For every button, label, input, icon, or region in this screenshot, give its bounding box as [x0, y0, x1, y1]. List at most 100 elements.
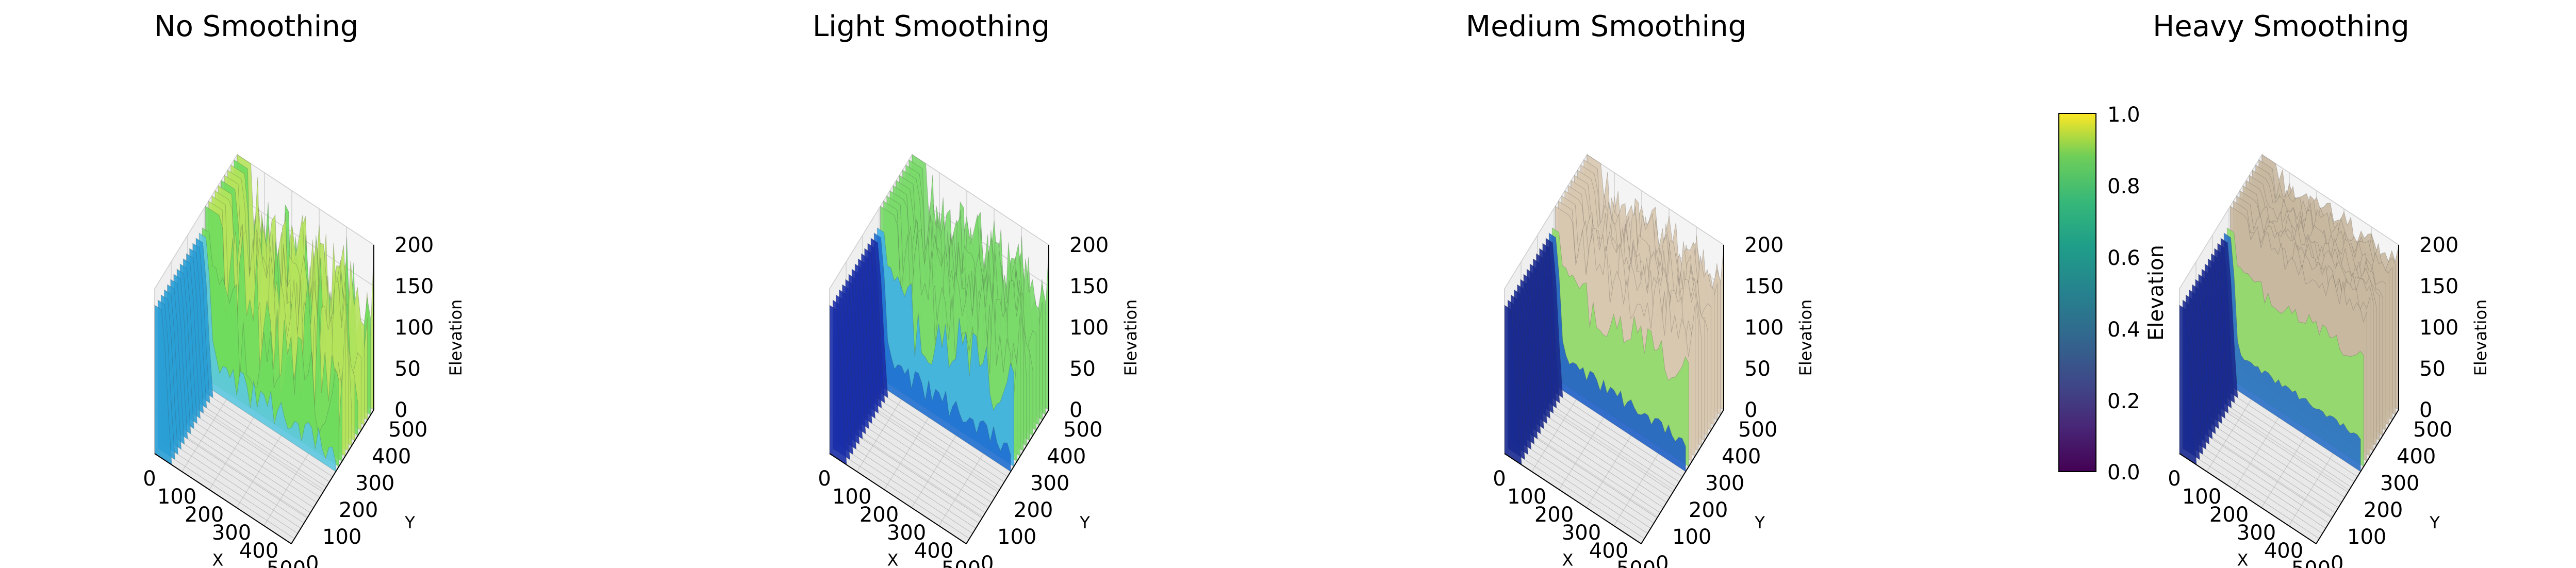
- surface-strip: [1517, 284, 1654, 524]
- surface-strip: [1542, 243, 1680, 482]
- surface-strip: [1514, 289, 1651, 529]
- surface-strip: [2211, 253, 2348, 493]
- y-tick-label: 0: [306, 552, 319, 568]
- surface-strip: [867, 243, 1005, 482]
- surface-strip: [2226, 227, 2364, 467]
- surface-strip: [851, 269, 989, 508]
- y-tick-label: 400: [1722, 445, 1761, 469]
- surface-strip: [2223, 232, 2361, 472]
- x-axis-label: X: [212, 550, 224, 568]
- y-tick-label: 200: [339, 498, 378, 522]
- surface-strip: [839, 289, 976, 529]
- surface-strip: [2182, 299, 2320, 539]
- y-tick-label: 300: [1705, 472, 1744, 495]
- surface-strip: [176, 269, 314, 508]
- surface-strip: [2189, 289, 2326, 529]
- x-tick-label: 200: [185, 503, 224, 527]
- colorbar-tick: 0.4: [2107, 318, 2140, 342]
- x-tick-label: 200: [860, 503, 899, 527]
- colorbar-tick: 1.0: [2107, 103, 2140, 127]
- z-tick-label: 150: [394, 275, 434, 298]
- surface-strip: [1523, 274, 1661, 513]
- x-axis-line: [1504, 453, 1642, 544]
- surface-strip: [170, 279, 308, 519]
- surface-strip: [192, 243, 330, 482]
- surface-strip: [2214, 248, 2351, 488]
- z-tick-label: 150: [1744, 275, 1784, 298]
- surface-strip: [160, 294, 298, 534]
- y-tick-label: 400: [2397, 445, 2436, 469]
- x-axis-label: X: [2237, 550, 2249, 568]
- surface-strip: [845, 279, 983, 519]
- z-tick-label: 0: [394, 398, 407, 422]
- surface-strip: [864, 248, 1001, 488]
- y-tick-label: 100: [322, 525, 361, 549]
- x-tick-label: 100: [2182, 485, 2221, 509]
- axes-3d: 0100200300400500010020030040050005010015…: [2168, 153, 2490, 568]
- y-tick-label: 100: [2347, 525, 2386, 549]
- x-tick-label: 400: [2264, 539, 2303, 563]
- colorbar: 1.0 0.8 0.6 0.4 0.2 0.0 Elevation: [2058, 103, 2168, 485]
- chart-title: Heavy Smoothing: [2153, 10, 2409, 43]
- x-tick-label: 400: [239, 539, 278, 563]
- panel-3: Heavy Smoothing 010020030040050001002003…: [2153, 10, 2490, 568]
- surface-strip: [202, 227, 339, 467]
- z-tick-label: 50: [1069, 357, 1096, 381]
- z-tick-label: 50: [394, 357, 421, 381]
- x-tick-label: 100: [157, 485, 196, 509]
- surface-strip: [186, 253, 323, 493]
- z-tick-label: 200: [2419, 233, 2458, 257]
- surface-strip: [857, 258, 995, 498]
- x-tick-label: 0: [2168, 467, 2181, 491]
- surface-strip: [2198, 274, 2336, 513]
- y-tick-label: 0: [981, 552, 994, 568]
- z-tick-label: 200: [394, 233, 434, 257]
- surface-strip: [877, 227, 1014, 467]
- surface-strip: [1548, 232, 1686, 472]
- z-tick-label: 100: [1744, 316, 1784, 340]
- colorbar-tick: 0.6: [2107, 246, 2140, 270]
- z-tick-label: 100: [1069, 316, 1109, 340]
- z-tick-label: 200: [1744, 233, 1784, 257]
- axes-3d: 0100200300400500010020030040050005010015…: [1493, 153, 1815, 568]
- y-tick-label: 400: [1047, 445, 1086, 469]
- surface-strip: [2195, 279, 2333, 519]
- y-tick-label: 300: [2380, 472, 2419, 495]
- x-axis-line: [2179, 453, 2317, 544]
- y-axis-line: [291, 409, 374, 544]
- surface-strip: [167, 284, 304, 524]
- surface-strip: [832, 299, 970, 539]
- panel-1: Light Smoothing 010020030040050001002003…: [813, 10, 1141, 568]
- x-tick-label: 300: [887, 521, 926, 545]
- surface-strip: [861, 253, 998, 493]
- y-tick-label: 200: [1014, 498, 1053, 522]
- y-axis-line: [2316, 409, 2399, 544]
- colorbar-gradient: [2058, 113, 2096, 472]
- surface-strip: [2204, 263, 2342, 503]
- x-axis-line: [154, 453, 292, 544]
- surface-strip: [1536, 253, 1673, 493]
- surface-strip: [835, 294, 973, 534]
- x-tick-label: 0: [1493, 467, 1506, 491]
- chart-title: Light Smoothing: [813, 10, 1050, 43]
- y-axis-label: Y: [1754, 513, 1765, 532]
- y-tick-label: 300: [355, 472, 394, 495]
- z-axis-label: Elevation: [1796, 299, 1815, 376]
- z-tick-label: 150: [2419, 275, 2458, 298]
- z-tick-label: 50: [1744, 357, 1771, 381]
- x-tick-label: 400: [1589, 539, 1628, 563]
- y-axis-label: Y: [1079, 513, 1090, 532]
- surface-strip: [2185, 294, 2323, 534]
- z-tick-label: 0: [1069, 398, 1082, 422]
- x-tick-label: 400: [914, 539, 953, 563]
- y-axis-line: [966, 409, 1049, 544]
- y-axis-label: Y: [404, 513, 415, 532]
- z-tick-label: 50: [2419, 357, 2446, 381]
- y-tick-label: 100: [1672, 525, 1711, 549]
- surface-strip: [173, 274, 311, 513]
- x-tick-label: 300: [212, 521, 251, 545]
- y-tick-label: 0: [2331, 552, 2343, 568]
- z-axis-label: Elevation: [1121, 299, 1141, 376]
- surface-strip: [873, 232, 1011, 472]
